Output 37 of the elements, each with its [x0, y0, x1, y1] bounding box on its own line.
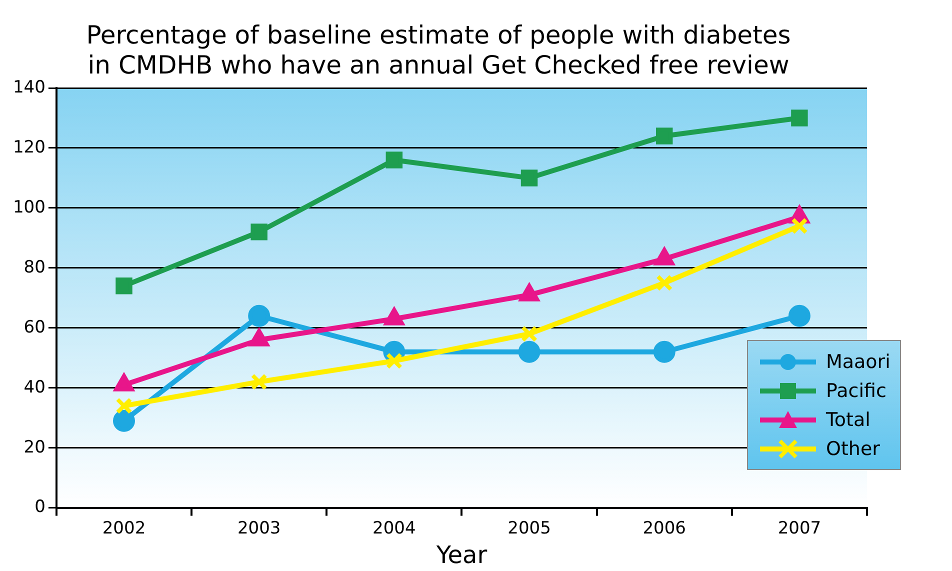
y-tick-label: 80	[24, 257, 46, 278]
x-tick-label: 2004	[372, 518, 416, 538]
y-tick-label: 40	[24, 377, 46, 398]
x-axis-title: Year	[435, 540, 488, 569]
x-tick-label: 2003	[237, 518, 281, 538]
point	[791, 218, 808, 234]
point	[518, 340, 540, 363]
legend-label: Maaori	[826, 350, 890, 372]
legend-label: Total	[826, 408, 870, 430]
point	[656, 128, 673, 144]
x-tick-label: 2005	[508, 518, 551, 538]
y-tick-label: 100	[12, 197, 46, 218]
point	[386, 152, 403, 168]
x-tick-label: 2007	[778, 518, 822, 538]
point	[250, 224, 268, 240]
x-tick-label: 2006	[642, 518, 686, 538]
chart-title: Percentage of baseline estimate of people with diabetes in CMDHB who have an annual Get Checked free review	[86, 20, 791, 80]
point	[520, 326, 538, 342]
x-tick-label: 2002	[102, 518, 146, 538]
point	[656, 274, 673, 292]
y-tick-label: 20	[24, 437, 46, 458]
point	[248, 304, 270, 327]
point	[116, 278, 132, 294]
y-tick-label: 60	[24, 317, 46, 338]
point	[788, 304, 810, 327]
point	[791, 110, 808, 126]
point	[653, 340, 676, 363]
y-tick-label: 120	[12, 137, 46, 158]
point	[386, 352, 403, 370]
point	[520, 170, 538, 186]
point	[116, 397, 132, 414]
point	[250, 373, 268, 390]
legend-label: Other	[826, 438, 880, 460]
point	[112, 410, 135, 432]
y-tick-label: 0	[34, 497, 46, 518]
y-tick-label: 140	[12, 77, 46, 98]
legend-label: Pacific	[826, 380, 886, 402]
